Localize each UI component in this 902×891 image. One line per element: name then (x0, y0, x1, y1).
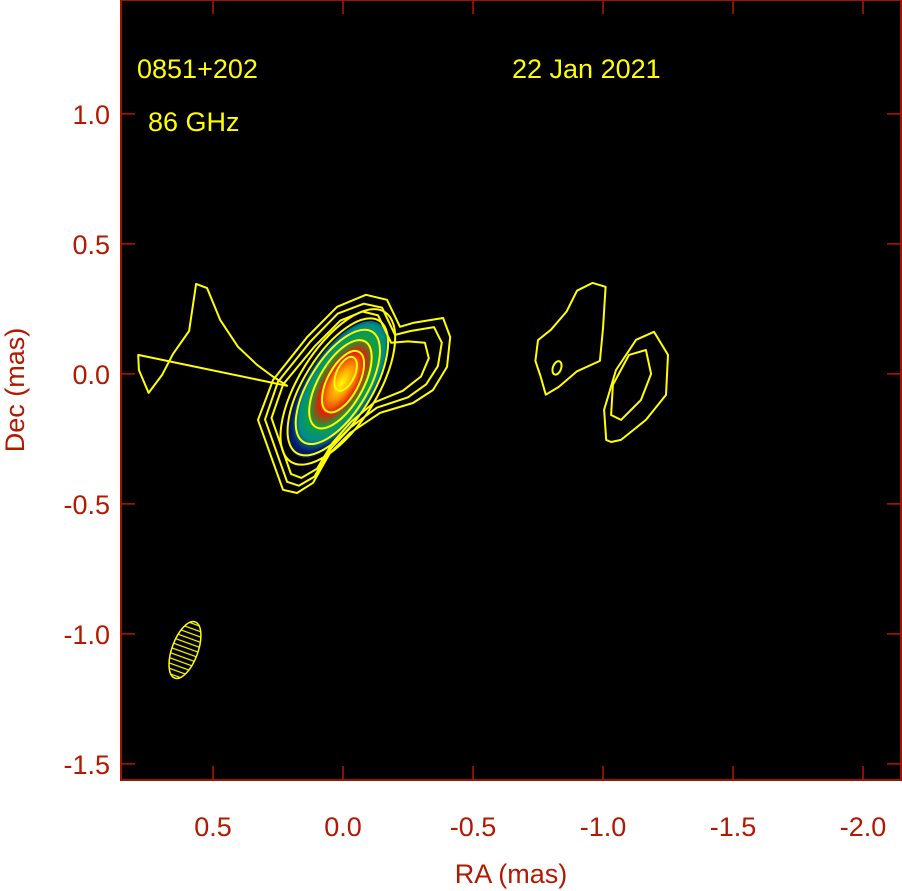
date-label: 22 Jan 2021 (512, 54, 661, 84)
plot-area (121, 0, 901, 780)
y-tick-label: -1.5 (63, 750, 110, 780)
y-tick-label: -0.5 (63, 490, 110, 520)
y-axis-title: Dec (mas) (0, 328, 30, 453)
source-name: 0851+202 (137, 54, 258, 84)
x-tick-label: -0.5 (450, 812, 497, 842)
contour-line (137, 282, 289, 394)
y-tick-label: 0.0 (72, 360, 110, 390)
y-tick-label: 0.5 (72, 230, 110, 260)
contour-line (279, 308, 397, 466)
contour-line (264, 302, 443, 487)
x-tick-label: -2.0 (840, 812, 887, 842)
contour-line (333, 355, 358, 392)
plot-frame (120, 0, 902, 781)
x-tick-label: -1.0 (580, 812, 627, 842)
contour-line (286, 317, 390, 457)
x-axis-title: RA (mas) (455, 859, 568, 889)
beam-ellipse (168, 620, 202, 680)
contour-line (534, 281, 607, 396)
contour-line (294, 328, 381, 446)
contour-line (308, 339, 373, 430)
x-tick-label: 0.5 (194, 812, 232, 842)
y-tick-label: 1.0 (72, 100, 110, 130)
frequency-label: 86 GHz (148, 107, 240, 137)
y-tick-label: -1.0 (63, 620, 110, 650)
x-tick-label: -1.5 (710, 812, 757, 842)
contour-line (321, 349, 366, 414)
x-tick-label: 0.0 (324, 812, 362, 842)
contour-line (610, 349, 653, 421)
contour-line (551, 360, 563, 376)
contour-line (603, 330, 669, 443)
